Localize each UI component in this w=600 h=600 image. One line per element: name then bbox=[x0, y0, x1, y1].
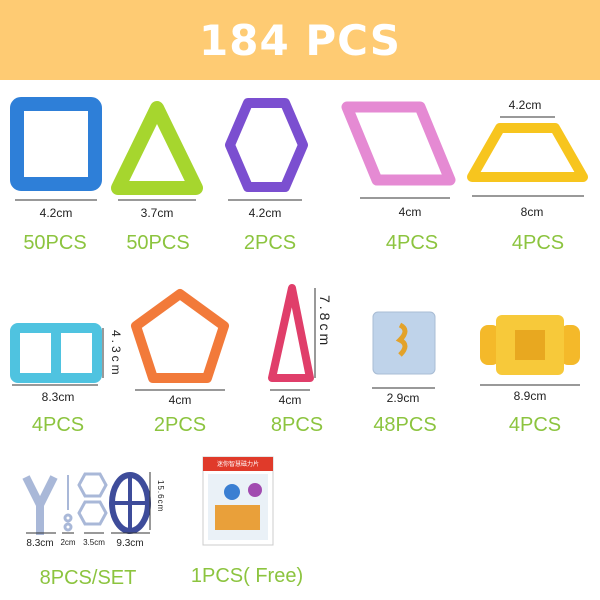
piece-count: 2PCS bbox=[153, 414, 207, 436]
header-banner: 184 PCS bbox=[0, 0, 600, 80]
piece-count: 1PCS( Free) bbox=[190, 565, 304, 587]
dimension-label: 8.3cm bbox=[41, 390, 75, 404]
piece-count: 4PCS bbox=[31, 414, 85, 436]
trapezoid-piece bbox=[467, 123, 588, 182]
piece-count: 4PCS bbox=[508, 414, 562, 436]
dimension-label: 4cm bbox=[168, 393, 192, 407]
connector-piece bbox=[480, 315, 580, 375]
dimension-label: 4cm bbox=[398, 205, 422, 219]
pentagon-piece bbox=[131, 289, 229, 383]
dimension-label: 8.9cm bbox=[513, 389, 547, 403]
dimension-label: 4.2cm bbox=[248, 206, 282, 220]
rhombus-piece bbox=[341, 101, 456, 186]
piece-count: 50PCS bbox=[23, 232, 87, 254]
dimension-label: 4.2cm bbox=[508, 98, 542, 112]
piece-count: 8PCS/SET bbox=[39, 567, 137, 589]
piece-count: 8PCS bbox=[270, 414, 324, 436]
dimension-label: 8cm bbox=[520, 205, 544, 219]
triangle-piece bbox=[111, 101, 203, 195]
square-piece bbox=[10, 97, 102, 191]
hexagon-piece bbox=[225, 98, 308, 192]
piece-count: 4PCS bbox=[511, 232, 565, 254]
piece-count: 48PCS bbox=[373, 414, 437, 436]
dimension-label: 7.8cm bbox=[317, 295, 333, 349]
dimension-label: 2.9cm bbox=[386, 391, 420, 405]
dimension-label: 4.2cm bbox=[39, 206, 73, 220]
piece-count: 50PCS bbox=[126, 232, 190, 254]
booklet-title: 迷你智慧磁力片 bbox=[216, 462, 260, 468]
dimension-label: 3.5cm bbox=[83, 538, 105, 547]
dimension-label: 4cm bbox=[278, 393, 302, 407]
cube-piece bbox=[372, 311, 436, 375]
dimension-lines bbox=[12, 116, 584, 534]
accessories-illustration bbox=[22, 472, 151, 535]
dimension-label: 2cm bbox=[60, 538, 76, 547]
piece-count: 2PCS bbox=[243, 232, 297, 254]
dimension-label: 9.3cm bbox=[116, 538, 144, 549]
booklet-image bbox=[202, 456, 274, 546]
title: 184 PCS bbox=[199, 15, 401, 65]
piece-count: 4PCS bbox=[385, 232, 439, 254]
double-rectangle-piece bbox=[10, 323, 102, 383]
dimension-label: 3.7cm bbox=[140, 206, 174, 220]
dimension-label: 8.3cm bbox=[26, 538, 54, 549]
dimension-label: 15.6cm bbox=[156, 480, 165, 513]
tall-triangle-piece bbox=[268, 284, 314, 382]
dimension-label: 4.3cm bbox=[109, 330, 123, 378]
